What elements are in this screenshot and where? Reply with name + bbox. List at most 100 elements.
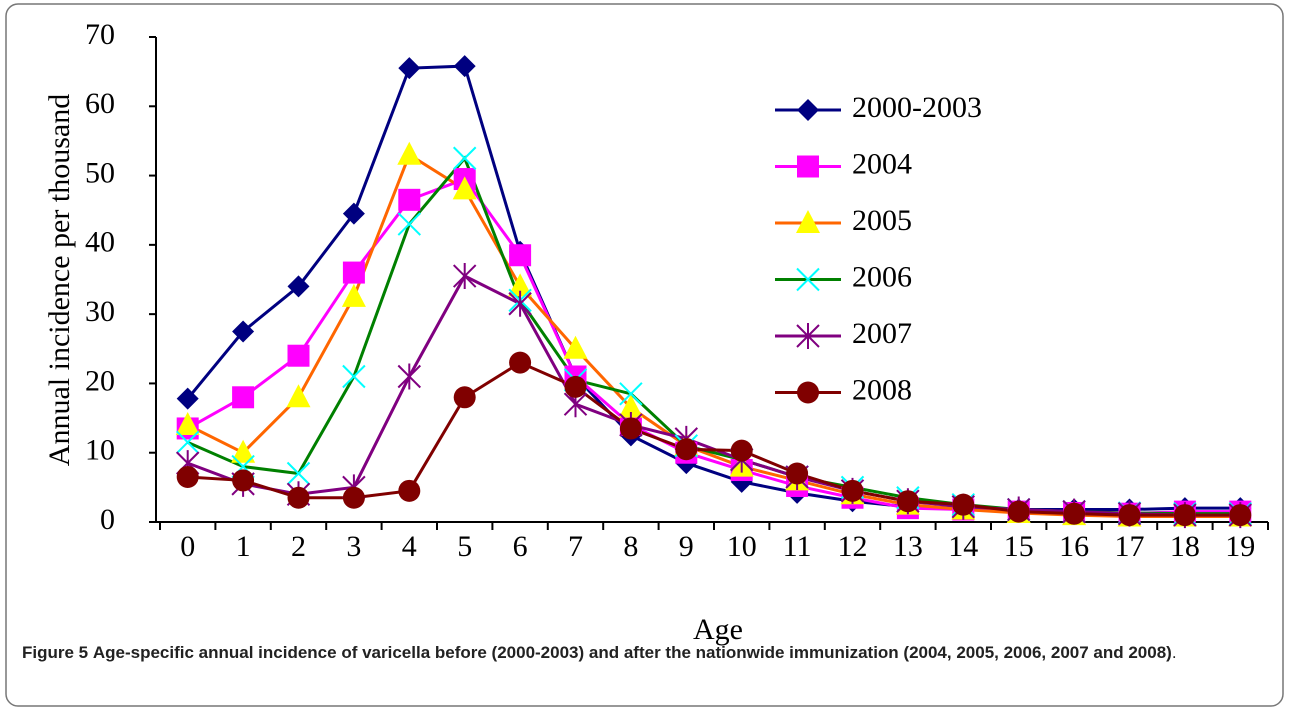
x-tick-label: 3 — [346, 530, 361, 563]
marker — [952, 493, 975, 516]
marker — [397, 141, 422, 165]
y-axis-title: Annual incidence per thousand — [43, 94, 76, 466]
x-tick-label: 12 — [838, 530, 868, 563]
legend-label: 2008 — [852, 373, 912, 406]
marker — [287, 486, 310, 509]
marker — [286, 461, 311, 486]
marker — [452, 263, 477, 290]
marker — [797, 155, 819, 178]
caption-text: Age-specific annual incidence of varicel… — [92, 643, 1172, 662]
caption: Figure 5 Age-specific annual incidence o… — [22, 640, 1270, 665]
x-axis-title: Age — [693, 613, 743, 646]
marker — [508, 273, 533, 297]
marker — [619, 417, 642, 440]
x-tick-label: 2 — [291, 530, 306, 563]
marker — [796, 267, 820, 292]
marker — [797, 99, 819, 121]
x-tick-label: 0 — [180, 530, 195, 563]
y-tick-label: 50 — [85, 156, 115, 189]
x-tick-label: 5 — [457, 530, 472, 563]
marker — [175, 412, 200, 435]
marker — [1063, 502, 1086, 525]
series-line — [186, 177, 1241, 516]
marker — [730, 439, 753, 462]
y-tick-label: 40 — [85, 226, 115, 259]
marker — [796, 210, 820, 233]
marker — [175, 430, 200, 455]
x-tick-label: 16 — [1059, 530, 1089, 563]
series-line — [186, 64, 1241, 512]
caption-end: . — [1171, 643, 1177, 662]
marker — [508, 290, 532, 317]
y-tick-label: 70 — [85, 18, 115, 51]
marker — [452, 146, 477, 170]
marker — [564, 375, 587, 398]
marker — [398, 57, 421, 80]
y-tick-label: 0 — [100, 503, 115, 536]
marker — [509, 351, 532, 374]
marker — [231, 439, 256, 463]
y-tick-label: 20 — [85, 364, 115, 397]
x-tick-label: 8 — [623, 530, 638, 563]
legend-label: 2004 — [852, 147, 912, 180]
marker — [397, 363, 422, 390]
x-tick-label: 18 — [1170, 530, 1200, 563]
marker — [342, 364, 366, 389]
marker — [675, 438, 698, 461]
marker — [398, 479, 421, 502]
x-tick-label: 17 — [1115, 530, 1145, 563]
marker — [1229, 504, 1252, 527]
marker — [341, 283, 366, 307]
x-tick-label: 7 — [568, 530, 583, 563]
x-tick-label: 15 — [1004, 530, 1034, 563]
marker — [796, 323, 820, 349]
x-tick-label: 11 — [783, 530, 812, 563]
x-tick-label: 4 — [402, 530, 417, 563]
marker — [287, 344, 310, 367]
marker — [509, 244, 532, 267]
marker — [452, 176, 477, 200]
marker — [397, 212, 422, 236]
x-tick-label: 1 — [236, 530, 251, 563]
legend-label: 2000-2003 — [852, 91, 982, 124]
caption-label: Figure 5 — [22, 643, 89, 662]
marker — [1173, 504, 1196, 527]
marker — [398, 188, 421, 211]
legend-label: 2007 — [852, 317, 912, 350]
marker — [841, 479, 864, 502]
y-tick-label: 10 — [85, 434, 115, 467]
marker — [176, 465, 199, 488]
x-tick-label: 13 — [893, 530, 923, 563]
marker — [619, 382, 643, 406]
marker — [1007, 500, 1030, 523]
legend-label: 2006 — [852, 260, 912, 293]
y-tick-label: 60 — [85, 87, 115, 120]
marker — [1118, 504, 1141, 527]
legend-label: 2005 — [852, 204, 912, 237]
marker — [618, 394, 643, 418]
marker — [342, 486, 365, 509]
marker — [232, 469, 255, 492]
marker — [342, 202, 365, 225]
marker — [342, 261, 365, 284]
marker — [287, 275, 310, 298]
marker — [797, 381, 819, 404]
marker — [232, 320, 255, 343]
x-tick-label: 9 — [679, 530, 694, 563]
x-tick-label: 19 — [1225, 530, 1255, 563]
frame — [5, 3, 1284, 707]
x-tick-label: 6 — [513, 530, 528, 563]
marker — [453, 386, 476, 409]
marker — [176, 387, 199, 410]
marker — [786, 462, 809, 485]
marker — [563, 335, 588, 359]
marker — [453, 55, 476, 78]
marker — [286, 384, 311, 408]
marker — [232, 386, 255, 409]
x-tick-label: 14 — [948, 530, 978, 563]
y-tick-label: 30 — [85, 295, 115, 328]
marker — [896, 490, 919, 513]
